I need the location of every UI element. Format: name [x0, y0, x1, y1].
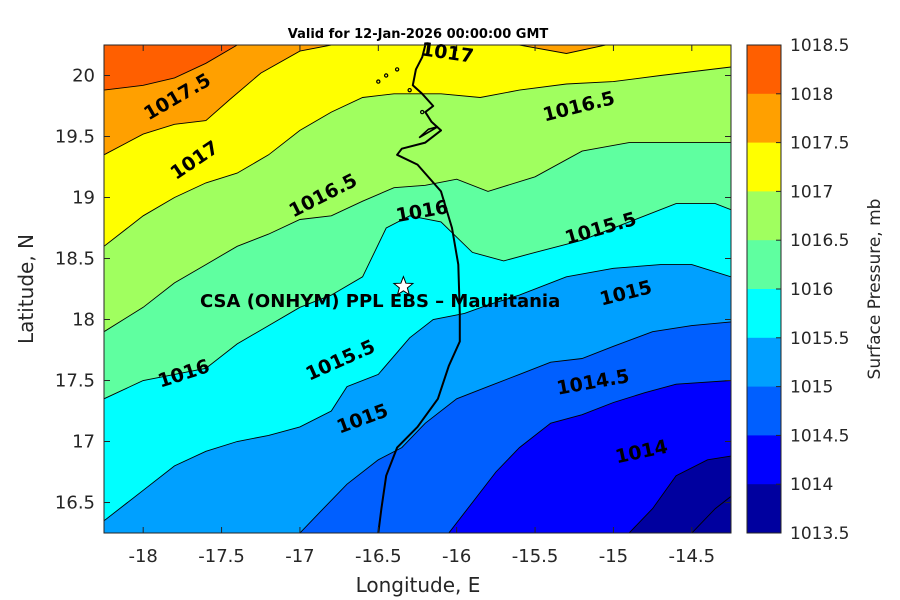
- colorbar-swatch: [747, 191, 781, 241]
- x-tick-label: -15: [599, 546, 628, 567]
- chart-title: Valid for 12-Jan-2026 00:00:00 GMT: [288, 27, 549, 42]
- colorbar-tick-label: 1015.5: [790, 329, 849, 349]
- x-tick-label: -17.5: [198, 546, 245, 567]
- colorbar-tick-label: 1016.5: [790, 231, 849, 251]
- isoline-1014.5: [299, 321, 731, 533]
- y-axis-label: Latitude, N: [14, 234, 38, 344]
- x-tick-label: -16: [442, 546, 471, 567]
- y-tick-label: 20: [72, 66, 95, 87]
- x-tick-label: -15.5: [512, 546, 559, 567]
- band-1013.5-pocket: [629, 456, 731, 533]
- colorbar-swatch: [747, 484, 781, 534]
- axes-frame: [103, 44, 732, 534]
- isoline-1013.5: [691, 496, 731, 533]
- colorbar-swatch: [747, 435, 781, 485]
- contour-lines: [104, 45, 731, 533]
- colorbar-label: Surface Pressure, mb: [865, 199, 885, 380]
- colorbar-swatch: [747, 337, 781, 388]
- y-tick-label: 16.5: [55, 493, 95, 514]
- isoline-1017.5: [104, 45, 238, 91]
- isoline-1016: [104, 142, 731, 333]
- y-tick-label: 19: [72, 188, 95, 209]
- colorbar-swatch: [747, 142, 781, 192]
- x-tick-label: -14.5: [669, 546, 716, 567]
- colorbar-tick-label: 1013.5: [790, 524, 849, 544]
- station-star: [392, 275, 415, 296]
- station-label: CSA (ONHYM) PPL EBS – Mauritania: [200, 291, 560, 312]
- x-axis-ticks: -18 -17.5 -17 -16.5 -16 -15.5 -15 -14.5: [128, 45, 715, 567]
- colorbar-swatch: [747, 386, 781, 436]
- plot-area: [104, 45, 731, 533]
- band-1016.5: [104, 45, 731, 247]
- colorbar-tick-label: 1015: [790, 378, 833, 398]
- station-marker: [392, 275, 415, 296]
- filled-contour-bands: [104, 45, 731, 533]
- isoline-1015: [104, 264, 731, 522]
- y-tick-label: 18.5: [55, 249, 95, 270]
- x-tick-label: -16.5: [355, 546, 402, 567]
- coastline: [376, 45, 461, 533]
- band-1013.5-corner: [691, 496, 731, 533]
- y-tick-label: 19.5: [55, 127, 95, 148]
- colorbar-tick-label: 1018.5: [790, 36, 849, 56]
- islet-4: [420, 109, 425, 115]
- islet-3: [407, 87, 412, 93]
- colorbar-tick-label: 1014: [790, 475, 833, 495]
- islet-1: [383, 73, 389, 78]
- isoline-1014: [448, 380, 731, 533]
- islet-2: [394, 67, 400, 72]
- colorbar-tick-label: 1017.5: [790, 134, 849, 154]
- x-tick-label: -18: [128, 546, 157, 567]
- x-tick-label: -17: [285, 546, 314, 567]
- colorbar-tick-label: 1016: [790, 280, 833, 300]
- colorbar-swatch: [747, 289, 781, 339]
- colorbar: 1018.5 1018 1017.5 1017 1016.5 1016 1015.5 1015…: [746, 36, 849, 544]
- y-axis-ticks: 16.5 17 17.5 18 18.5 19 19.5 20: [55, 66, 731, 514]
- colorbar-swatch: [747, 240, 781, 290]
- colorbar-tick-label: 1014.5: [790, 426, 849, 446]
- x-axis-label: Longitude, E: [356, 573, 481, 597]
- islet-0: [376, 79, 381, 84]
- isoline-1016.5: [104, 66, 731, 247]
- coastline-path: [377, 45, 461, 533]
- band-1017: [104, 45, 606, 155]
- colorbar-tick-label: 1017: [790, 182, 833, 202]
- colorbar-tick-label: 1018: [790, 85, 833, 105]
- colorbar-swatch: [747, 45, 781, 95]
- isoline-1015.5: [104, 203, 731, 400]
- y-tick-label: 17: [72, 432, 95, 453]
- band-1017.5: [104, 45, 238, 91]
- island-path: [418, 125, 439, 139]
- colorbar-swatch: [747, 93, 781, 144]
- isoline-1017: [104, 45, 606, 156]
- y-tick-label: 18: [72, 310, 95, 331]
- y-tick-label: 17.5: [55, 371, 95, 392]
- isoline-1013.5: [628, 455, 731, 533]
